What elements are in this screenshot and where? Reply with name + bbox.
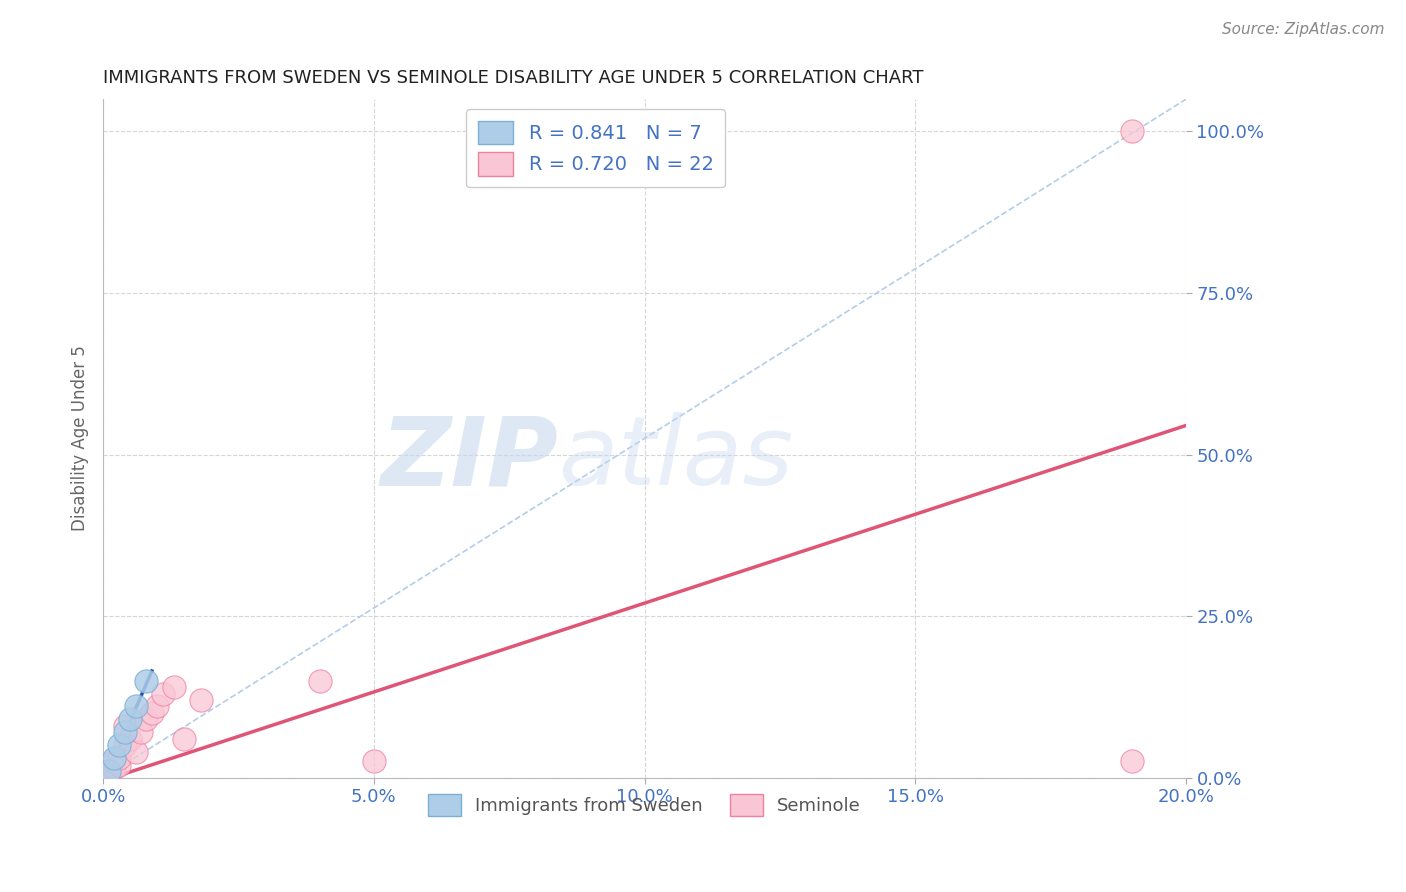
Point: [129, 725, 152, 739]
Point: [162, 680, 184, 694]
Point: [114, 738, 136, 752]
Point: [135, 673, 157, 688]
Point: [103, 751, 125, 765]
Point: [152, 687, 174, 701]
Y-axis label: Disability Age Under 5: Disability Age Under 5: [72, 345, 89, 532]
Point: [120, 731, 142, 746]
Point: [120, 713, 142, 727]
Point: [190, 693, 212, 707]
Point: [114, 725, 136, 739]
Point: [135, 713, 157, 727]
Point: [308, 673, 330, 688]
Point: [124, 699, 146, 714]
Point: [114, 719, 136, 733]
Point: [141, 706, 163, 720]
Point: [108, 738, 131, 752]
Point: [363, 755, 385, 769]
Point: [1121, 124, 1143, 138]
Point: [103, 755, 125, 769]
Point: [97, 764, 120, 778]
Point: [103, 761, 125, 775]
Legend: Immigrants from Sweden, Seminole: Immigrants from Sweden, Seminole: [422, 787, 868, 822]
Point: [108, 751, 131, 765]
Point: [97, 764, 120, 778]
Point: [1121, 755, 1143, 769]
Text: atlas: atlas: [558, 412, 793, 505]
Text: ZIP: ZIP: [380, 412, 558, 505]
Point: [146, 699, 169, 714]
Point: [97, 767, 120, 781]
Text: Source: ZipAtlas.com: Source: ZipAtlas.com: [1222, 22, 1385, 37]
Point: [124, 745, 146, 759]
Text: IMMIGRANTS FROM SWEDEN VS SEMINOLE DISABILITY AGE UNDER 5 CORRELATION CHART: IMMIGRANTS FROM SWEDEN VS SEMINOLE DISAB…: [103, 69, 924, 87]
Point: [173, 731, 195, 746]
Point: [108, 757, 131, 772]
